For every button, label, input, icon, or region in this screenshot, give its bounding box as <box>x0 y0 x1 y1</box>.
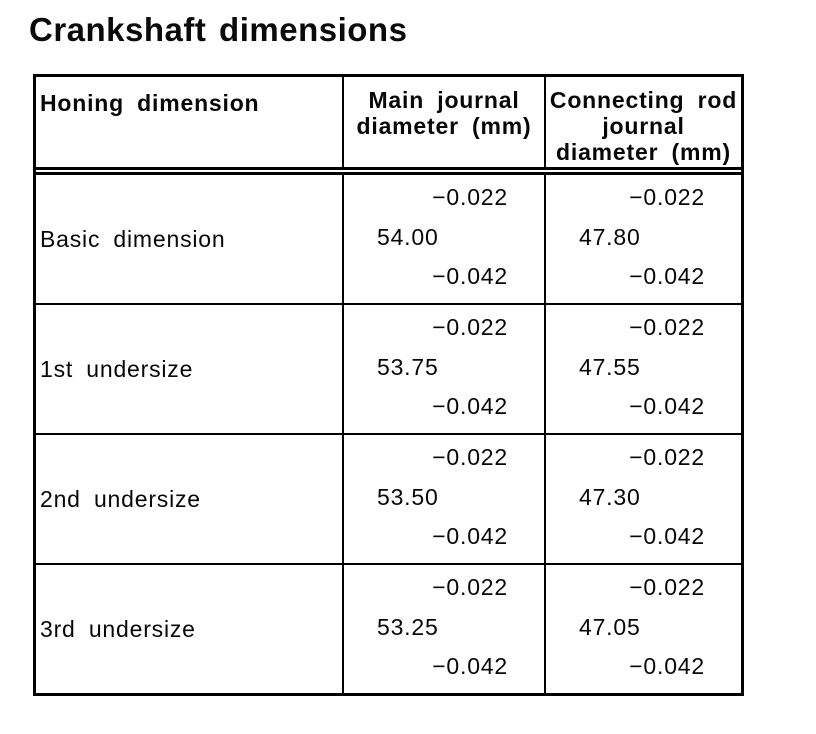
table-row-3rd-undersize: 3rd undersize −0.022 53.25 −0.042 −0.022… <box>36 563 741 693</box>
row-label: 1st undersize <box>40 355 194 382</box>
main-upper-tolerance: −0.022 <box>432 444 508 470</box>
rod-nominal-value: 47.80 <box>579 223 641 250</box>
main-journal-value-cell: −0.022 53.25 −0.042 <box>342 565 544 693</box>
main-lower-tolerance: −0.042 <box>432 523 508 549</box>
header-cell-connecting-rod-diameter: Connecting rod journal diameter (mm) <box>544 77 741 167</box>
table-header-row: Honing dimension Main journal diameter (… <box>36 77 741 175</box>
main-journal-value-cell: −0.022 54.00 −0.042 <box>342 175 544 303</box>
page-title: Crankshaft dimensions <box>29 11 408 48</box>
main-lower-tolerance: −0.042 <box>432 263 508 289</box>
rod-upper-tolerance: −0.022 <box>629 444 705 470</box>
main-lower-tolerance: −0.042 <box>432 393 508 419</box>
main-nominal-value: 53.50 <box>377 483 439 510</box>
rod-upper-tolerance: −0.022 <box>629 184 705 210</box>
rod-upper-tolerance: −0.022 <box>629 314 705 340</box>
main-upper-tolerance: −0.022 <box>432 184 508 210</box>
rod-journal-value-cell: −0.022 47.30 −0.042 <box>544 435 741 563</box>
row-label: 2nd undersize <box>40 485 201 512</box>
main-journal-value-cell: −0.022 53.50 −0.042 <box>342 435 544 563</box>
main-upper-tolerance: −0.022 <box>432 574 508 600</box>
header-rod-line1: Connecting rod <box>549 87 738 113</box>
rod-lower-tolerance: −0.042 <box>629 393 705 419</box>
main-lower-tolerance: −0.042 <box>432 653 508 679</box>
rod-nominal-value: 47.55 <box>579 353 641 380</box>
table-row-1st-undersize: 1st undersize −0.022 53.75 −0.042 −0.022… <box>36 303 741 433</box>
main-nominal-value: 54.00 <box>377 223 439 250</box>
table-row-basic-dimension: Basic dimension −0.022 54.00 −0.042 −0.0… <box>36 175 741 303</box>
rod-nominal-value: 47.05 <box>579 613 641 640</box>
rod-journal-value-cell: −0.022 47.80 −0.042 <box>544 175 741 303</box>
row-label: Basic dimension <box>40 225 226 252</box>
main-nominal-value: 53.25 <box>377 613 439 640</box>
rod-upper-tolerance: −0.022 <box>629 574 705 600</box>
rod-lower-tolerance: −0.042 <box>629 523 705 549</box>
rod-journal-value-cell: −0.022 47.05 −0.042 <box>544 565 741 693</box>
header-cell-main-journal-diameter: Main journal diameter (mm) <box>342 77 544 167</box>
rod-lower-tolerance: −0.042 <box>629 653 705 679</box>
rod-journal-value-cell: −0.022 47.55 −0.042 <box>544 305 741 433</box>
rod-lower-tolerance: −0.042 <box>629 263 705 289</box>
table-row-2nd-undersize: 2nd undersize −0.022 53.50 −0.042 −0.022… <box>36 433 741 563</box>
main-journal-value-cell: −0.022 53.75 −0.042 <box>342 305 544 433</box>
row-label: 3rd undersize <box>40 615 196 642</box>
header-main-journal-line2: diameter (mm) <box>356 113 532 139</box>
header-rod-line3: diameter (mm) <box>556 139 731 165</box>
header-cell-honing-dimension: Honing dimension <box>40 90 260 116</box>
crankshaft-dimensions-table: Honing dimension Main journal diameter (… <box>33 74 744 696</box>
header-rod-line2: journal <box>602 113 685 139</box>
main-nominal-value: 53.75 <box>377 353 439 380</box>
rod-nominal-value: 47.30 <box>579 483 641 510</box>
header-main-journal-line1: Main journal <box>368 87 520 113</box>
main-upper-tolerance: −0.022 <box>432 314 508 340</box>
